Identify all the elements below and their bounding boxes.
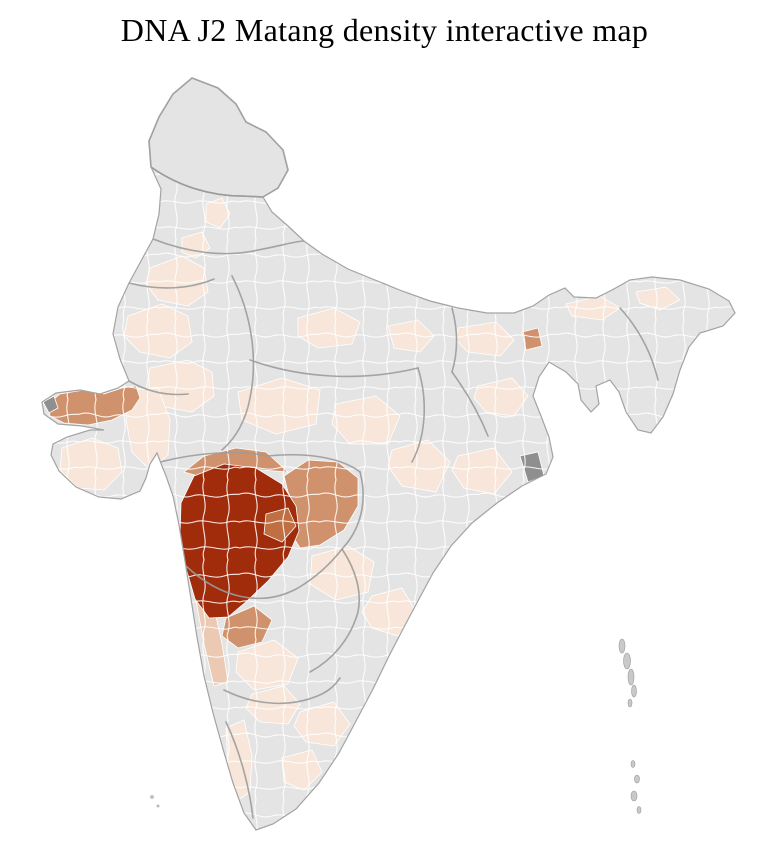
lakshadweep-islands[interactable]: [150, 795, 160, 808]
lakshadweep-island[interactable]: [150, 795, 154, 799]
lakshadweep-island[interactable]: [156, 804, 160, 808]
state-border-line: [128, 278, 215, 289]
state-border-line: [185, 548, 343, 600]
andaman-island[interactable]: [623, 652, 631, 670]
state-border-line: [159, 451, 361, 473]
andaman-island[interactable]: [627, 668, 635, 686]
state-border-line: [341, 471, 364, 550]
state-border-line: [451, 307, 458, 373]
state-border-line: [619, 307, 659, 381]
andaman-island[interactable]: [627, 698, 633, 708]
state-border-line: [309, 548, 361, 673]
andaman-island[interactable]: [618, 638, 626, 654]
nicobar-island[interactable]: [636, 806, 642, 814]
district-region-north-bengal[interactable]: [521, 327, 543, 351]
state-border-line: [150, 166, 264, 198]
andaman-nicobar-islands[interactable]: [618, 638, 642, 814]
nicobar-island[interactable]: [630, 790, 638, 802]
state-border-line: [249, 359, 419, 378]
state-border-line: [223, 677, 341, 705]
andaman-island[interactable]: [631, 684, 637, 698]
state-borders: [128, 166, 659, 819]
nicobar-island[interactable]: [634, 774, 640, 784]
state-border-line: [411, 367, 426, 463]
state-border-line: [128, 380, 189, 396]
nicobar-island[interactable]: [630, 760, 636, 768]
state-border-line: [152, 238, 305, 255]
map-title: DNA J2 Matang density interactive map: [120, 12, 649, 48]
state-border-line: [225, 721, 254, 819]
state-border-line: [221, 275, 255, 451]
state-border-line: [451, 371, 489, 437]
